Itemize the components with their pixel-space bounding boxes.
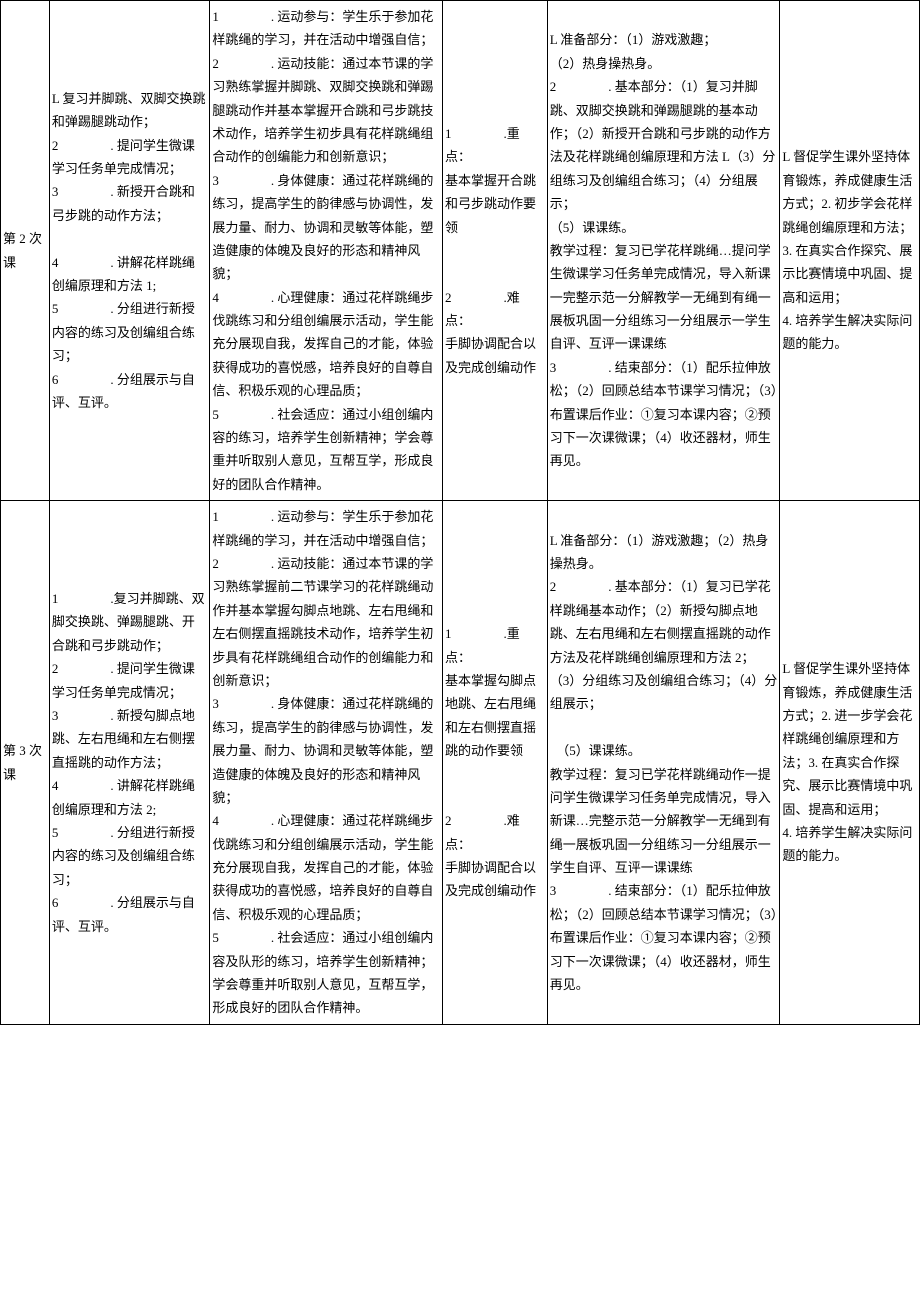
cell-text: 1 .重点： 基本掌握开合跳和弓步跳动作要领 2 .难点： 手脚协调配合以及完成… — [445, 126, 536, 375]
cell-text: L 督促学生课外坚持体育锻炼，养成健康生活方式；2. 进一步学会花样跳绳创编原理… — [782, 661, 912, 863]
lesson-objectives-cell: 1 . 运动参与：学生乐于参加花样跳绳的学习，并在活动中增强自信； 2 . 运动… — [210, 501, 443, 1025]
lesson-outcomes-cell: L 督促学生课外坚持体育锻炼，养成健康生活方式；2. 进一步学会花样跳绳创编原理… — [780, 501, 920, 1025]
cell-text: 1 . 运动参与：学生乐于参加花样跳绳的学习，并在活动中增强自信； 2 . 运动… — [212, 9, 433, 492]
lesson-table: 第 2 次课 L 复习并脚跳、双脚交换跳和弹踢腿跳动作； 2 . 提问学生微课学… — [0, 0, 920, 1025]
table-row: 第 3 次课 1 .复习并脚跳、双脚交换跳、弹踢腿跳、开合跳和弓步跳动作； 2 … — [1, 501, 920, 1025]
lesson-process-cell: L 准备部分：（1）游戏激趣；（2）热身操热身。 2 . 基本部分：（1）复习已… — [547, 501, 780, 1025]
lesson-content-cell: 1 .复习并脚跳、双脚交换跳、弹踢腿跳、开合跳和弓步跳动作； 2 . 提问学生微… — [49, 501, 210, 1025]
cell-text: 1 . 运动参与：学生乐于参加花样跳绳的学习，并在活动中增强自信； 2 . 运动… — [212, 509, 433, 1015]
lesson-number-cell: 第 3 次课 — [1, 501, 50, 1025]
lesson-process-cell: L 准备部分：（1）游戏激趣； （2）热身操热身。 2 . 基本部分：（1）复习… — [547, 1, 780, 501]
lesson-number-cell: 第 2 次课 — [1, 1, 50, 501]
lesson-content-cell: L 复习并脚跳、双脚交换跳和弹踢腿跳动作； 2 . 提问学生微课学习任务单完成情… — [49, 1, 210, 501]
cell-text: 1 .重点： 基本掌握勾脚点地跳、左右甩绳和左右侧摆直摇跳的动作要领 2 .难点… — [445, 626, 536, 898]
cell-text: L 准备部分：（1）游戏激趣；（2）热身操热身。 2 . 基本部分：（1）复习已… — [550, 533, 778, 992]
lesson-keypoints-cell: 1 .重点： 基本掌握开合跳和弓步跳动作要领 2 .难点： 手脚协调配合以及完成… — [443, 1, 548, 501]
document-page: 第 2 次课 L 复习并脚跳、双脚交换跳和弹踢腿跳动作； 2 . 提问学生微课学… — [0, 0, 920, 1025]
table-row: 第 2 次课 L 复习并脚跳、双脚交换跳和弹踢腿跳动作； 2 . 提问学生微课学… — [1, 1, 920, 501]
cell-text: 第 3 次课 — [3, 743, 42, 781]
cell-text: 1 .复习并脚跳、双脚交换跳、弹踢腿跳、开合跳和弓步跳动作； 2 . 提问学生微… — [52, 591, 205, 933]
lesson-keypoints-cell: 1 .重点： 基本掌握勾脚点地跳、左右甩绳和左右侧摆直摇跳的动作要领 2 .难点… — [443, 501, 548, 1025]
cell-text: L 准备部分：（1）游戏激趣； （2）热身操热身。 2 . 基本部分：（1）复习… — [550, 32, 778, 468]
cell-text: 第 2 次课 — [3, 231, 42, 269]
lesson-objectives-cell: 1 . 运动参与：学生乐于参加花样跳绳的学习，并在活动中增强自信； 2 . 运动… — [210, 1, 443, 501]
lesson-outcomes-cell: L 督促学生课外坚持体育锻炼，养成健康生活方式；2. 初步学会花样跳绳创编原理和… — [780, 1, 920, 501]
cell-text: L 复习并脚跳、双脚交换跳和弹踢腿跳动作； 2 . 提问学生微课学习任务单完成情… — [52, 91, 206, 410]
cell-text: L 督促学生课外坚持体育锻炼，养成健康生活方式；2. 初步学会花样跳绳创编原理和… — [782, 149, 912, 351]
